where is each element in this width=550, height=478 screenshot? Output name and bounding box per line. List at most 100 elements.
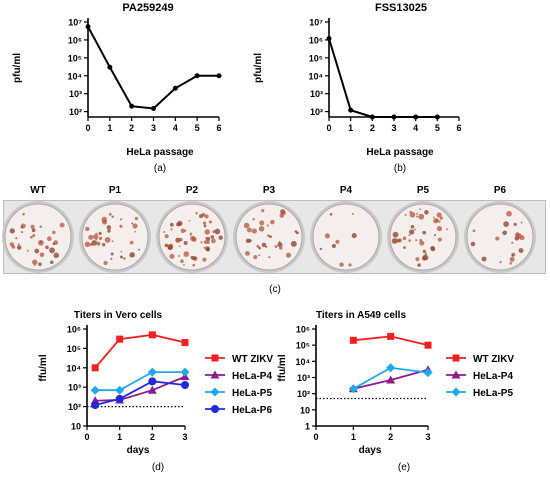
plaque-spot xyxy=(509,262,513,265)
plaque-spot xyxy=(437,237,442,242)
x-tick-label: 2 xyxy=(388,432,393,442)
y-tick-label: 1 xyxy=(305,422,310,432)
plaque-spot xyxy=(243,222,250,229)
plaque-spot xyxy=(91,240,98,246)
plaque-spot xyxy=(111,240,114,243)
plaque-spot xyxy=(261,242,267,248)
plaque-spot xyxy=(195,212,198,215)
plaque-spot xyxy=(32,233,36,237)
plaque-label: P1 xyxy=(109,185,122,196)
plaque-spot xyxy=(167,245,173,250)
plaque-spot xyxy=(102,243,106,247)
plaque-spot xyxy=(34,264,36,267)
plaque-spot xyxy=(251,228,257,234)
plaque-spot xyxy=(26,249,29,252)
plaque-spot xyxy=(422,249,427,253)
chart-e-xlabel: days xyxy=(359,445,382,456)
legend-label: HeLa-P4 xyxy=(473,371,513,382)
data-point xyxy=(148,377,157,386)
plaque-spot xyxy=(191,236,197,242)
y-tick-label: 10⁵ xyxy=(296,341,310,351)
plaque-spot xyxy=(285,252,292,258)
plaque-spot xyxy=(329,213,333,216)
plaque-spot xyxy=(516,233,522,239)
plaque-spot xyxy=(218,235,223,240)
x-tick-label: 3 xyxy=(425,432,430,442)
plaque-spot xyxy=(430,245,435,251)
plaque-spot xyxy=(169,222,174,227)
plaque-spot xyxy=(433,216,435,219)
series-line xyxy=(95,371,185,392)
plaque-spot xyxy=(208,220,212,224)
plaque-spot xyxy=(32,259,38,265)
data-point xyxy=(181,380,189,389)
plaque-spot xyxy=(253,255,258,260)
y-tick-label: 10⁴ xyxy=(309,71,323,81)
data-point xyxy=(147,385,157,394)
plaque-spot xyxy=(422,230,427,235)
y-tick-label: 10² xyxy=(297,389,310,399)
plaque-spot xyxy=(183,241,188,245)
plaque-spot xyxy=(245,238,251,244)
plaque-spot xyxy=(131,222,134,225)
plaque-spot xyxy=(246,227,252,233)
data-point xyxy=(147,367,157,377)
x-tick-label: 0 xyxy=(313,432,318,442)
plaque-spot xyxy=(245,251,250,256)
data-point xyxy=(434,114,440,120)
y-tick-label: 10³ xyxy=(69,89,82,99)
y-tick-label: 10⁵ xyxy=(309,53,323,63)
plaque-spot xyxy=(324,233,330,239)
plaque-spot xyxy=(439,216,443,220)
y-tick-label: 10 xyxy=(71,422,81,432)
data-point xyxy=(349,336,357,344)
chart-e-ylabel: ffu/ml xyxy=(277,354,288,381)
data-point xyxy=(348,384,358,394)
plaque-spot xyxy=(419,238,423,242)
plaque-spot xyxy=(424,252,428,256)
series-line xyxy=(94,380,186,406)
plaque-spot xyxy=(470,241,476,247)
plaque-panel: WT P1 P2 P3 P4 P5 P6 xyxy=(2,185,536,273)
chart-b-xlabel: HeLa passage xyxy=(366,147,434,158)
plaque-spot xyxy=(39,240,42,243)
x-tick-label: 0 xyxy=(84,432,89,442)
plaque-spot xyxy=(414,228,416,231)
plaque-spot xyxy=(268,256,271,259)
chart-d-title: Titers in Vero cells xyxy=(74,310,163,321)
plaque-spot xyxy=(169,253,175,259)
plaque-spot xyxy=(164,234,169,239)
plaque-spot xyxy=(34,248,40,254)
plaque-spot xyxy=(424,210,429,215)
plaque-spot xyxy=(258,246,262,250)
plaque-spot xyxy=(279,246,283,250)
data-point xyxy=(151,105,156,111)
x-tick-label: 1 xyxy=(348,123,353,133)
plaque-spot xyxy=(259,220,265,226)
plaque-spot xyxy=(53,252,60,259)
chart-d-legend: WT ZIKV HeLa-P4 HeLa-P5 HeLa-P6 xyxy=(205,354,273,416)
plaque-spot xyxy=(192,263,196,267)
plaque-spot xyxy=(204,229,210,235)
data-point xyxy=(85,24,91,30)
legend-label: WT ZIKV xyxy=(232,354,273,365)
y-tick-label: 10⁵ xyxy=(67,344,81,354)
plaque-spot xyxy=(20,226,23,229)
plaque-spot xyxy=(15,237,18,240)
legend-label: HeLa-P5 xyxy=(232,388,272,399)
plaque-spot xyxy=(282,211,286,215)
plaque-spot xyxy=(513,222,517,226)
plaque-spot xyxy=(256,244,260,248)
data-point xyxy=(107,64,113,70)
plaque-spot xyxy=(108,212,112,216)
plaque-spot xyxy=(45,245,49,250)
plaque-spot xyxy=(92,233,99,240)
plaque-spot xyxy=(190,255,193,258)
legend-marker xyxy=(211,354,219,362)
plaque-spot xyxy=(59,222,65,228)
x-tick-label: 6 xyxy=(216,123,221,133)
plaque-spot xyxy=(503,221,509,227)
data-point xyxy=(423,368,433,378)
chart-a-ylabel: pfu/ml xyxy=(12,53,23,83)
plaque-spot xyxy=(85,226,90,232)
